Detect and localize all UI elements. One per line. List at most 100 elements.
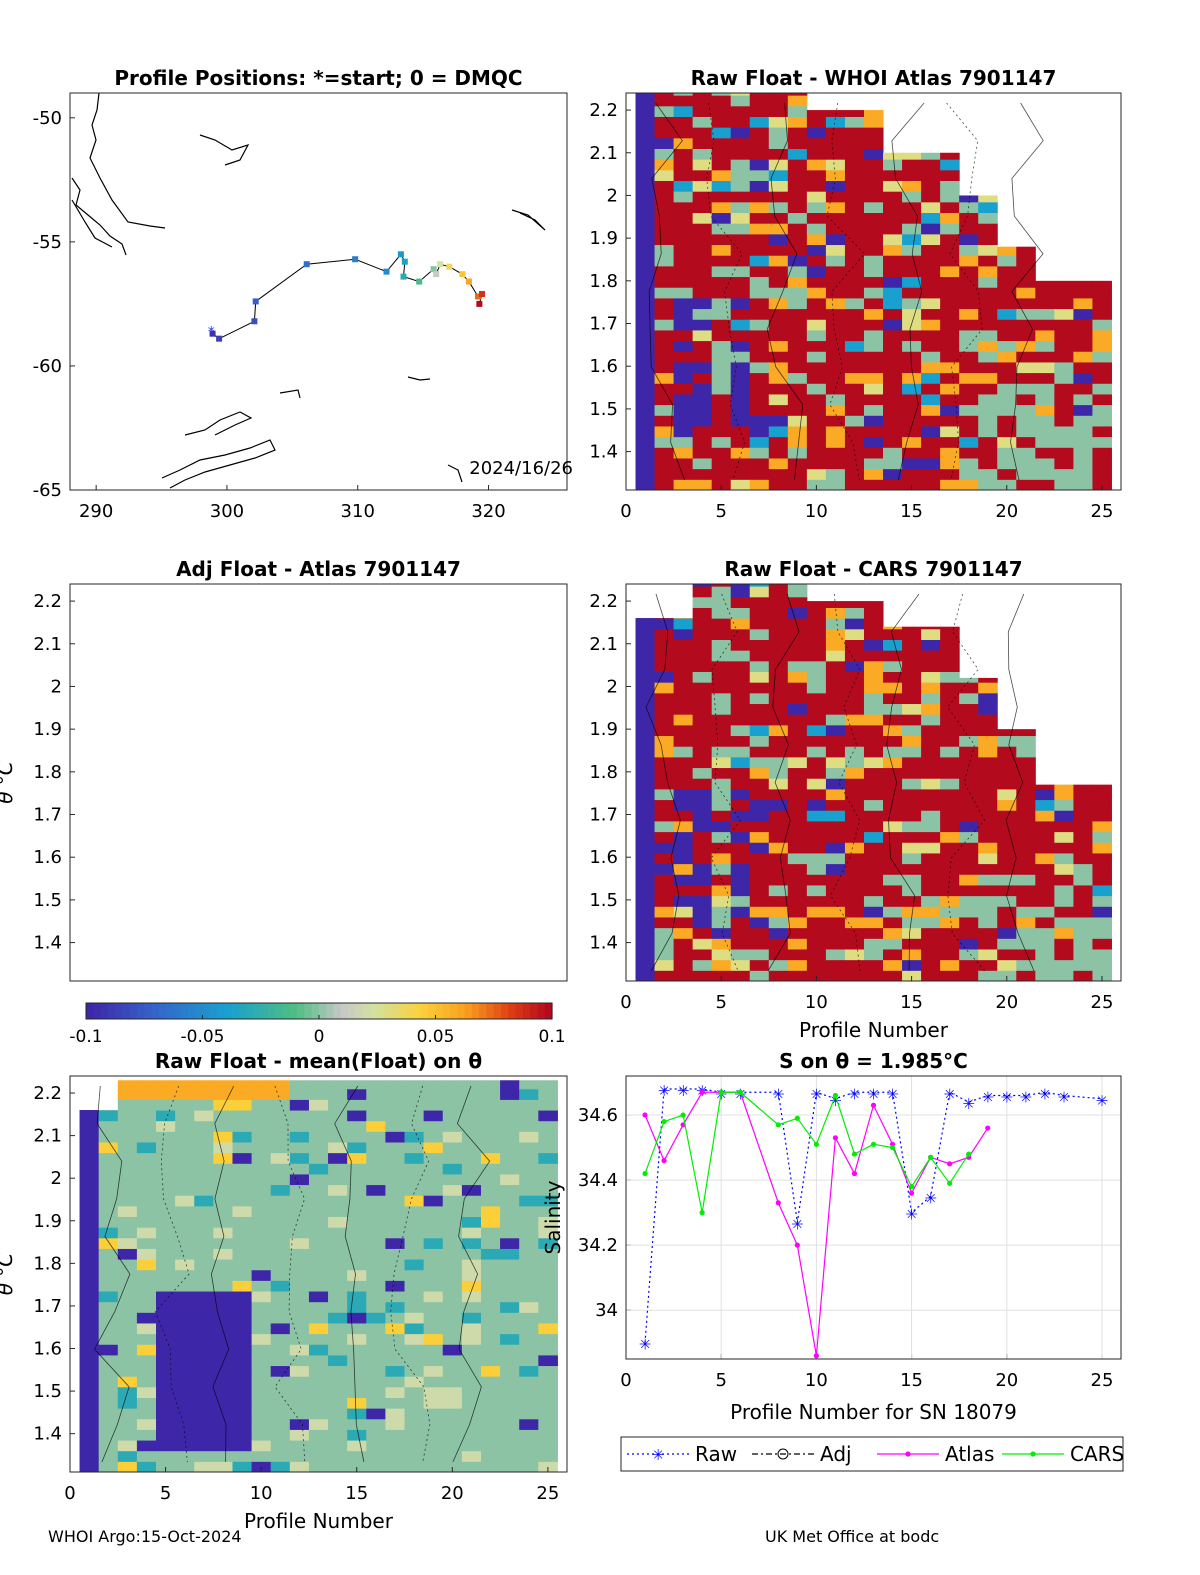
raw-mean-cell	[289, 1237, 310, 1249]
raw-mean-cell	[232, 1227, 253, 1239]
raw-whoi-cell	[997, 308, 1017, 320]
raw-cars-cell	[635, 842, 656, 854]
raw-mean-cell	[251, 1450, 272, 1462]
raw-whoi-cell	[883, 255, 903, 267]
raw-mean-cell	[308, 1110, 329, 1122]
raw-cars-cell	[825, 778, 846, 790]
raw-cars-cell	[825, 714, 846, 726]
raw-cars-cell	[825, 938, 846, 950]
raw-whoi-cell	[635, 468, 656, 480]
raw-mean-cell	[194, 1269, 214, 1281]
raw-mean-cell	[156, 1195, 176, 1207]
raw-mean-xlabel: Profile Number	[244, 1509, 394, 1533]
raw-cars-cell	[787, 618, 808, 630]
series-point-cars	[908, 1183, 915, 1190]
raw-mean-cell	[117, 1291, 138, 1303]
raw-cars-cell	[749, 671, 770, 683]
raw-whoi-cell	[711, 340, 732, 352]
raw-mean-cell	[156, 1088, 176, 1100]
adj-atlas-ytick-label: 1.9	[33, 719, 62, 740]
raw-whoi-cell	[749, 308, 770, 320]
raw-whoi-cell	[863, 191, 884, 203]
raw-cars-cell	[749, 799, 770, 811]
raw-whoi-cell	[692, 351, 713, 363]
raw-cars-cell	[635, 650, 656, 662]
raw-whoi-cell	[825, 223, 846, 235]
raw-whoi-cell	[1073, 308, 1093, 320]
raw-whoi-cell	[806, 372, 827, 384]
raw-cars-cell	[959, 842, 979, 854]
raw-whoi-cell	[749, 95, 770, 107]
raw-mean-cell	[308, 1173, 329, 1186]
raw-mean-cell	[136, 1120, 157, 1132]
raw-cars-cells	[635, 584, 1112, 982]
raw-whoi-cell	[844, 319, 865, 331]
raw-cars-cell	[844, 970, 865, 982]
raw-mean-cell	[98, 1450, 119, 1462]
raw-mean-cell	[136, 1227, 157, 1239]
raw-mean-cell	[538, 1429, 558, 1441]
raw-mean-cell	[213, 1386, 233, 1398]
raw-cars-cell	[978, 682, 998, 694]
raw-mean-cell	[175, 1322, 195, 1335]
raw-cars-cell	[787, 874, 808, 886]
raw-whoi-cell	[825, 319, 846, 331]
track-point	[433, 271, 440, 278]
raw-cars-cell	[749, 692, 770, 705]
raw-cars-cell	[635, 767, 656, 779]
raw-cars-cell	[978, 767, 998, 779]
raw-cars-ytick-label: 2.1	[589, 634, 618, 655]
raw-mean-cell	[136, 1397, 157, 1409]
raw-cars-cell	[1035, 852, 1055, 865]
raw-cars-cell	[997, 820, 1017, 833]
raw-cars-cell	[692, 895, 713, 907]
raw-cars-cell	[978, 895, 998, 907]
raw-whoi-cell	[806, 244, 827, 256]
raw-cars-cell	[692, 863, 713, 875]
raw-whoi-cell	[1054, 319, 1074, 331]
raw-mean-cell	[480, 1450, 501, 1462]
colorbar-segment	[253, 1003, 262, 1019]
raw-whoi-cell	[1054, 425, 1074, 438]
raw-mean-cell	[423, 1205, 444, 1218]
raw-mean-cell	[232, 1376, 253, 1388]
raw-cars-cell	[692, 596, 713, 608]
raw-whoi-cell	[711, 329, 732, 342]
raw-mean-cell	[385, 1163, 406, 1175]
raw-whoi-cell	[959, 372, 979, 384]
raw-mean-cell	[175, 1280, 195, 1292]
raw-cars-cell	[711, 948, 732, 961]
raw-mean-cell	[423, 1429, 444, 1441]
raw-cars-cell	[1054, 810, 1074, 822]
raw-whoi-cell	[692, 95, 713, 107]
raw-whoi-cell	[1054, 372, 1074, 384]
raw-mean-cell	[308, 1365, 329, 1377]
raw-mean-cell	[213, 1440, 233, 1452]
raw-cars-cell	[749, 682, 770, 694]
raw-cars-cell	[768, 938, 789, 950]
raw-mean-cell	[156, 1354, 176, 1367]
colorbar-segment	[224, 1003, 233, 1019]
raw-whoi-cell	[883, 383, 903, 395]
raw-cars-cell	[749, 820, 770, 833]
raw-whoi-cell	[1035, 308, 1055, 320]
raw-cars-cell	[1054, 863, 1074, 875]
raw-mean-cell	[289, 1429, 310, 1441]
track-point	[352, 256, 359, 263]
raw-mean-cell	[347, 1418, 367, 1430]
raw-whoi-cell	[883, 287, 903, 299]
raw-mean-cell	[404, 1131, 425, 1143]
raw-mean-cell	[232, 1291, 253, 1303]
raw-whoi-cell	[902, 233, 922, 246]
raw-mean-cell	[289, 1397, 310, 1409]
raw-mean-cell	[461, 1269, 482, 1281]
raw-mean-cell	[98, 1365, 119, 1377]
raw-cars-cell	[749, 863, 770, 875]
colorbar-segment	[530, 1003, 539, 1019]
series-point-raw: ✳	[810, 1085, 823, 1103]
raw-whoi-cell	[844, 191, 865, 203]
raw-mean-cell	[156, 1365, 176, 1377]
raw-whoi-cell	[997, 447, 1017, 459]
raw-cars-cell	[863, 628, 884, 640]
raw-mean-cell	[175, 1450, 195, 1462]
